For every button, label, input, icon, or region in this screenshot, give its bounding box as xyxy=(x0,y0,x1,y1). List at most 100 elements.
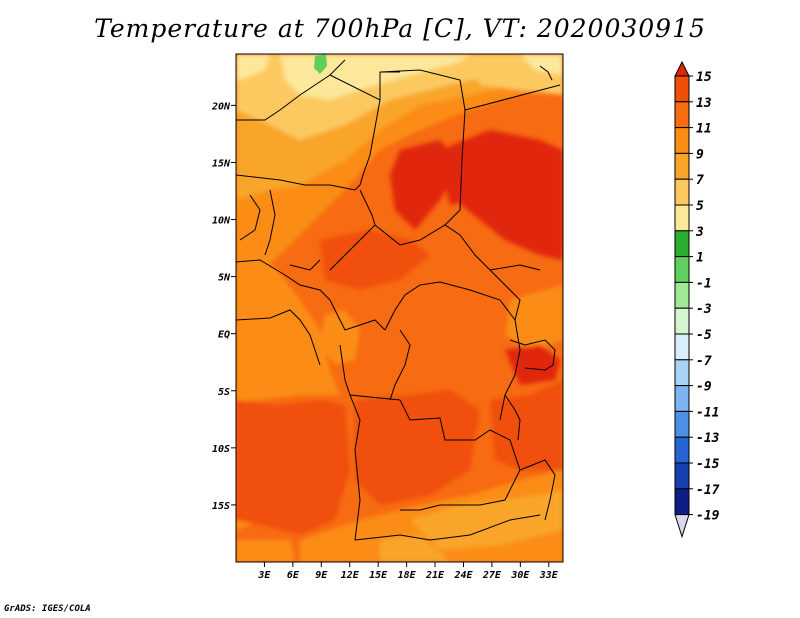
x-axis: 3E 6E 9E 12E 15E 18E 21E 24E 27E 30E 33E xyxy=(257,562,559,581)
colorbar-label: -9 xyxy=(696,380,712,395)
x-tick-label: 12E xyxy=(341,570,360,581)
colorbar-label: -17 xyxy=(696,483,720,498)
colorbar-box xyxy=(674,152,690,180)
field-zone-11-13-west xyxy=(236,400,350,535)
border-6 xyxy=(236,174,361,191)
border-15 xyxy=(339,344,401,401)
border-14 xyxy=(389,329,411,401)
x-tick-label: 15E xyxy=(369,570,388,581)
x-tick-label: 21E xyxy=(425,570,445,581)
border-17 xyxy=(399,399,491,441)
border-27 xyxy=(539,65,553,81)
colorbar-label: -13 xyxy=(696,431,720,446)
border-21 xyxy=(236,309,321,366)
border-10 xyxy=(236,259,331,301)
colorbar-min-arrow xyxy=(674,514,690,539)
colorbar-label: -19 xyxy=(696,509,720,524)
y-tick-label: 10S xyxy=(212,444,230,455)
border-9 xyxy=(489,269,521,321)
credit-label: GrADS: IGES/COLA xyxy=(4,604,91,614)
colorbar-box xyxy=(674,75,690,103)
border-3 xyxy=(359,99,381,186)
border-5 xyxy=(444,109,466,226)
border-4 xyxy=(379,69,561,111)
colorbar-label: -5 xyxy=(696,328,712,343)
colorbar-label: 13 xyxy=(696,96,712,111)
border-19 xyxy=(354,514,541,541)
colorbar-label: 15 xyxy=(696,70,712,85)
map-frame xyxy=(235,53,564,563)
border-16 xyxy=(349,394,361,541)
field-zone-9-11-coast xyxy=(236,540,295,562)
colorbar-box xyxy=(674,127,690,154)
colorbar-box xyxy=(674,333,690,361)
y-tick-label: EQ xyxy=(218,330,230,341)
border-12 xyxy=(384,281,516,331)
border-13 xyxy=(499,319,521,421)
colorbar-label: -3 xyxy=(696,302,712,317)
colorbar-box xyxy=(674,178,690,206)
field-zone-3-5-east xyxy=(520,54,563,75)
x-tick-label: 30E xyxy=(510,570,530,581)
border-25 xyxy=(264,189,276,256)
colorbar-box xyxy=(674,307,690,335)
field-zone-9-11-centre xyxy=(320,310,360,365)
colorbar-label: -1 xyxy=(696,276,712,291)
field-zone-3-5-north xyxy=(280,54,470,100)
border-26 xyxy=(289,259,321,271)
colorbar-label: -11 xyxy=(696,405,719,420)
colorbar-label: 3 xyxy=(695,225,704,240)
y-tick-label: 20N xyxy=(211,101,231,112)
colorbar: 15 13 11 9 7 5 3 1 -1 -3 -5 -7 -9 -11 -13 -15 -17 -19 xyxy=(674,60,720,539)
colorbar-box xyxy=(674,488,690,516)
x-tick-label: 6E xyxy=(287,570,300,581)
chart-title: Temperature at 700hPa [C], VT: 202003091… xyxy=(94,14,706,43)
colorbar-label: -7 xyxy=(696,354,712,369)
border-24 xyxy=(239,194,261,241)
border-8 xyxy=(374,224,541,271)
colorbar-box xyxy=(674,385,690,412)
colorbar-box xyxy=(674,281,690,309)
field-zone-3-5-west xyxy=(236,54,270,80)
field-zone-11-13-centre xyxy=(355,390,480,505)
colorbar-box xyxy=(674,256,690,283)
field-zone-13-15-central xyxy=(390,140,460,230)
field-zone-7-9-southeast xyxy=(410,490,563,550)
field-zone-9-11-west xyxy=(236,262,340,400)
colorbar-box xyxy=(674,359,690,387)
country-borders xyxy=(236,59,561,541)
x-tick-label: 3E xyxy=(257,570,271,581)
colorbar-label: 5 xyxy=(696,199,704,214)
border-18 xyxy=(400,429,521,511)
y-tick-label: 15S xyxy=(212,501,230,512)
field-zone-11-13-east xyxy=(490,380,563,470)
border-22 xyxy=(509,339,556,371)
field-zone-7-9-south xyxy=(380,535,450,562)
colorbar-label: 1 xyxy=(696,251,704,266)
border-23 xyxy=(504,394,521,441)
y-axis: 20N 15N 10N 5N EQ 5S 10S 15S xyxy=(211,101,236,512)
x-tick-label: 24E xyxy=(453,570,473,581)
temperature-field xyxy=(236,54,563,562)
colorbar-box xyxy=(674,204,690,232)
x-tick-label: 27E xyxy=(482,570,502,581)
x-tick-label: 33E xyxy=(539,570,559,581)
colorbar-box xyxy=(674,101,690,129)
colorbar-label: 7 xyxy=(696,173,704,188)
colorbar-box xyxy=(674,410,690,438)
border-11 xyxy=(329,299,386,331)
y-tick-label: 5N xyxy=(218,273,231,284)
colorbar-label: 11 xyxy=(696,122,712,137)
colorbar-label: 9 xyxy=(696,147,704,162)
x-tick-label: 9E xyxy=(315,570,328,581)
colorbar-box xyxy=(674,436,690,464)
y-tick-label: 10N xyxy=(212,216,231,227)
border-1 xyxy=(236,59,346,121)
border-20 xyxy=(519,459,556,521)
border-7 xyxy=(329,189,376,271)
colorbar-max-arrow xyxy=(674,60,690,77)
field-zone-11-13-north xyxy=(320,230,430,290)
colorbar-label: -15 xyxy=(696,457,720,472)
y-tick-label: 15N xyxy=(212,158,231,169)
